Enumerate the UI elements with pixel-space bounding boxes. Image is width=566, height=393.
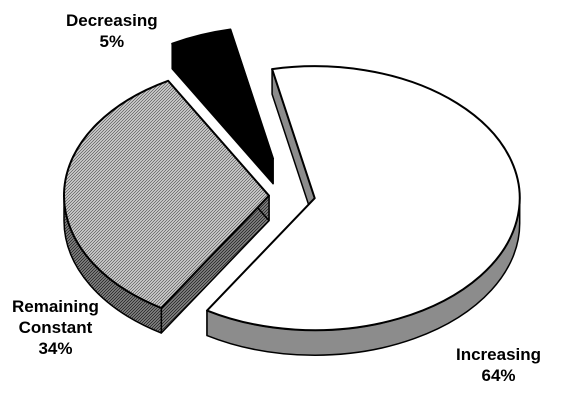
slice-top-decreasing bbox=[171, 28, 275, 160]
slice-top-remaining-constant bbox=[63, 79, 270, 309]
slice-label-remaining-constant: Remaining Constant 34% bbox=[12, 297, 99, 358]
slice-label-decreasing: Decreasing 5% bbox=[66, 11, 158, 51]
slice-top-increasing bbox=[206, 65, 521, 332]
slice-label-increasing: Increasing 64% bbox=[456, 345, 542, 385]
